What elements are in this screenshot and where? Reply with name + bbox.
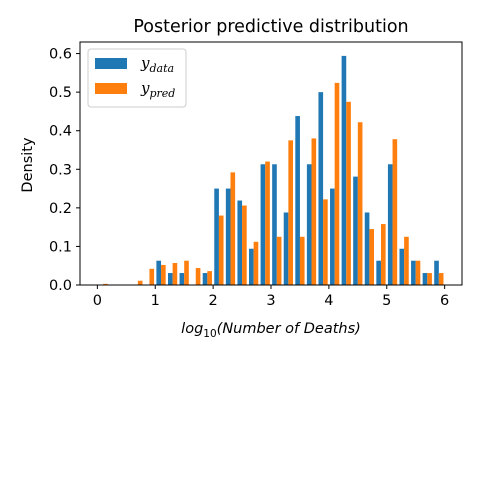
bar-y-data-27 [411,260,416,285]
y-tick-label: 0.3 [49,162,72,178]
bar-y-pred-25 [392,139,398,285]
x-tick-label: 5 [382,293,391,309]
legend-swatch-y-data [95,58,127,69]
x-tick-label: 3 [266,293,275,309]
bar-y-data-24 [376,260,381,285]
bar-y-data-12 [237,200,243,285]
y-tick-label: 0.0 [49,278,72,294]
bar-y-pred-19 [323,199,328,285]
axes-group: 0 1 2 3 4 5 6 0.0 0.1 0.2 0.3 0.4 0.5 0.6 [49,41,463,309]
bar-y-data-19 [318,92,324,286]
bar-y-pred-22 [357,122,363,285]
bar-y-pred-4 [149,268,155,285]
bar-y-pred-12 [242,205,247,285]
x-tick-label: 0 [93,293,102,309]
bar-y-pred-20 [334,82,340,285]
bar-y-pred-0 [103,283,108,285]
x-tick-label: 6 [440,293,449,309]
bar-y-pred-17 [299,236,305,285]
x-tick-label: 1 [151,293,160,309]
bar-y-data-28 [422,273,428,285]
x-axis-label-sub: 10 [203,328,216,340]
x-axis-label: log10(Number of Deaths) [181,321,361,340]
y-tick-label: 0.4 [49,124,72,140]
bar-y-pred-11 [230,172,236,285]
bar-y-data-25 [387,164,393,285]
bar-y-data-9 [202,273,208,285]
bar-y-data-10 [214,188,219,285]
y-tick-label: 0.2 [49,201,72,217]
y-tick-label: 0.1 [49,239,72,255]
bar-y-data-17 [295,116,300,285]
chart-title: Posterior predictive distribution [133,17,408,37]
x-tick-label: 4 [324,293,333,309]
bar-y-data-23 [364,212,370,285]
bar-y-pred-15 [276,236,282,285]
y-tick-label: 0.6 [49,47,72,63]
y-axis-label: Density [20,137,36,193]
x-axis-label-rest: (Number of Deaths) [217,321,361,337]
legend-label-y-pred: ypred [140,79,175,100]
y-tick-label: 0.5 [49,85,72,101]
bar-y-pred-27 [415,260,421,285]
bar-y-pred-9 [207,271,212,285]
bar-y-pred-24 [380,224,386,285]
bar-y-data-5 [156,260,162,285]
legend: ydata ypred [87,48,187,108]
legend-label-y-data: ydata [140,54,174,75]
bar-y-pred-16 [288,140,293,285]
bar-y-pred-21 [346,101,351,286]
bar-y-data-20 [330,188,335,285]
bar-y-pred-13 [253,241,259,285]
x-tick-label: 2 [209,293,218,309]
bar-y-pred-6 [172,263,178,285]
bar-y-data-22 [353,176,358,285]
bar-y-data-15 [272,164,277,285]
bar-y-pred-26 [404,236,409,285]
bar-y-data-7 [179,273,185,285]
legend-swatch-y-pred [95,83,127,94]
bar-y-data-21 [341,55,347,286]
bar-y-pred-5 [161,264,166,285]
bar-y-data-6 [167,273,173,285]
bar-y-pred-14 [265,161,270,285]
bar-y-pred-28 [427,273,432,285]
bar-y-pred-18 [311,138,317,285]
bar-y-pred-29 [438,273,444,285]
bar-y-pred-3 [137,280,143,285]
bar-y-data-11 [225,188,231,285]
bar-y-data-29 [434,260,439,285]
bar-y-pred-23 [369,229,375,285]
x-axis-label-main: log [181,321,203,337]
bar-y-data-18 [306,164,312,285]
bar-y-data-16 [283,212,289,285]
bars-group [103,55,444,286]
bar-y-data-26 [399,248,405,285]
bar-y-pred-10 [218,215,224,285]
bar-y-pred-7 [184,260,189,285]
bar-y-data-14 [260,164,266,285]
bar-y-data-13 [249,248,254,285]
bar-y-pred-8 [195,268,201,285]
